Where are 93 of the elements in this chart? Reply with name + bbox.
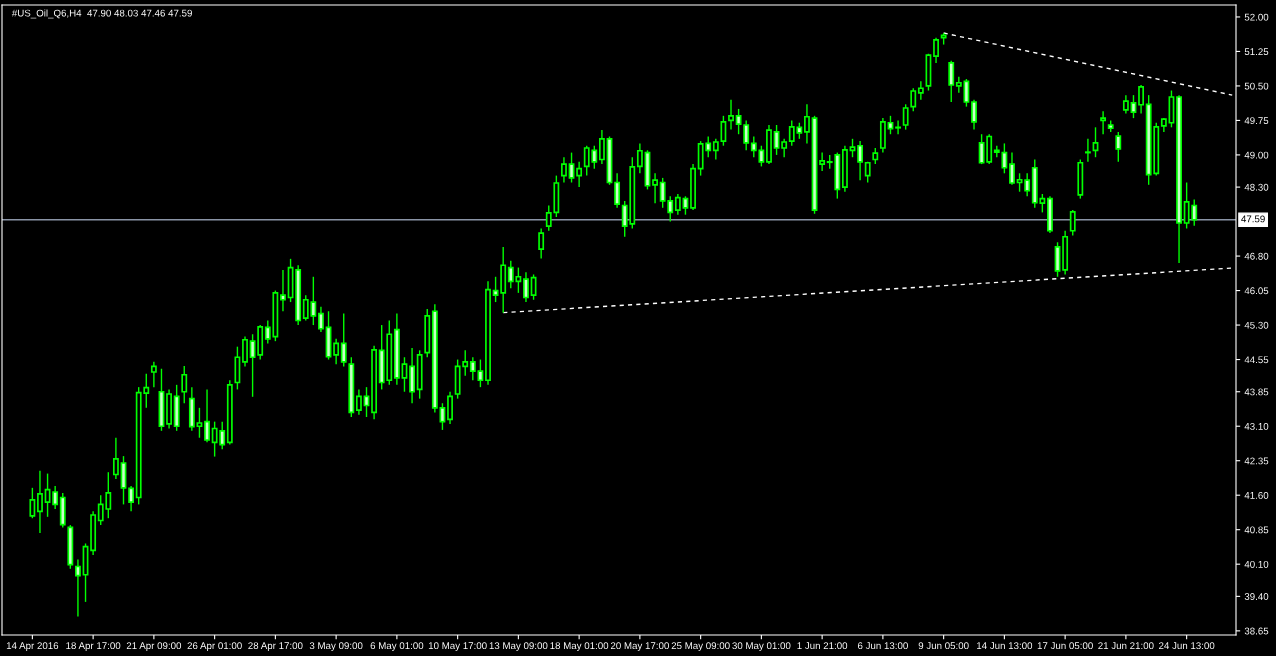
x-tick-label: 30 May 01:00: [732, 642, 791, 652]
x-tick-label: 14 Apr 2016: [6, 642, 59, 652]
x-tick-label: 3 May 09:00: [309, 642, 363, 652]
candlestick: [933, 36, 939, 64]
x-tick-label: 6 Jun 13:00: [857, 642, 908, 650]
x-tick-label: 10 May 17:00: [428, 642, 487, 652]
candlestick: [204, 388, 210, 444]
candlestick: [318, 305, 324, 333]
y-tick-label: 43.10: [1244, 422, 1269, 430]
y-tick-label: 51.25: [1244, 48, 1269, 56]
candlestick: [333, 338, 340, 365]
x-tick-label: 21 Apr 09:00: [126, 642, 182, 652]
candlestick: [561, 156, 567, 184]
y-tick-label: 43.85: [1244, 388, 1269, 396]
x-tick-label: 20 May 17:00: [610, 642, 669, 652]
y-tick-label: 49.75: [1244, 117, 1269, 125]
candlestick: [1122, 94, 1129, 115]
candlestick: [181, 365, 188, 404]
candlestick: [1092, 126, 1099, 158]
candlestick: [523, 271, 529, 303]
candlestick: [52, 485, 59, 510]
y-tick-label: 39.40: [1244, 593, 1269, 600]
x-tick-label: 1 Jun 21:00: [797, 642, 848, 650]
x-tick-label: 18 May 01:00: [550, 642, 609, 652]
candlestick: [128, 485, 135, 512]
candlestick: [781, 138, 788, 158]
candlestick: [196, 407, 203, 439]
y-tick-label: 49.00: [1244, 151, 1269, 159]
y-tick-label: 38.65: [1244, 627, 1269, 635]
y-tick-label: 48.30: [1244, 183, 1269, 191]
y-tick-label: 40.10: [1244, 560, 1269, 568]
candlestick: [682, 195, 689, 216]
candlestick: [538, 227, 545, 260]
candlestick: [948, 59, 955, 103]
candlestick: [447, 391, 453, 425]
candlestick: [75, 558, 81, 618]
ref-line-label: 47.59: [1241, 215, 1265, 223]
candlestick: [37, 470, 43, 534]
x-tick-label: 24 Jun 13:00: [1159, 642, 1215, 650]
x-tick-label: 6 May 01:00: [370, 642, 424, 652]
y-tick-label: 44.55: [1244, 356, 1269, 364]
candlestick: [971, 99, 977, 131]
candlestick: [917, 80, 924, 101]
candlestick: [242, 335, 248, 368]
candlestick: [902, 103, 909, 131]
chart-title: #US_Oil_Q6,H4 47.90 48.03 47.46 47.59: [11, 9, 192, 19]
y-tick-label: 46.80: [1244, 252, 1269, 260]
candlestick: [1009, 151, 1015, 186]
candlestick: [728, 99, 734, 131]
candlestick: [29, 487, 36, 519]
candlestick: [887, 115, 894, 135]
candlestick: [614, 172, 621, 209]
x-tick-label: 9 Jun 05:00: [918, 642, 969, 650]
y-tick-label: 46.05: [1244, 287, 1269, 295]
y-tick-label: 52.00: [1244, 13, 1269, 21]
candlestick: [1115, 131, 1122, 163]
candlestick: [340, 312, 347, 368]
y-tick-label: 42.35: [1244, 457, 1269, 465]
x-tick-label: 17 Jun 05:00: [1037, 642, 1093, 650]
candlestick: [849, 138, 856, 158]
candlestick: [1084, 138, 1091, 163]
x-tick-label: 13 May 09:00: [489, 642, 548, 652]
candlestick: [1130, 94, 1137, 119]
y-tick-label: 50.50: [1244, 82, 1269, 90]
candlestick: [112, 437, 119, 480]
candlestick: [895, 119, 901, 135]
candlestick: [598, 129, 605, 165]
candlestick: [636, 142, 643, 175]
candlestick: [819, 151, 826, 172]
x-tick-label: 18 Apr 17:00: [66, 642, 121, 652]
candlestick: [910, 87, 917, 112]
candlestick: [857, 140, 864, 181]
candlestick: [1024, 172, 1031, 197]
y-tick-label: 41.60: [1244, 491, 1269, 499]
candlestick: [804, 103, 810, 145]
candlestick: [1069, 209, 1076, 237]
x-tick-label: 21 Jun 21:00: [1098, 642, 1154, 650]
y-tick-label: 40.85: [1244, 526, 1269, 534]
candlestick: [568, 151, 575, 184]
y-tick-label: 45.30: [1244, 321, 1269, 329]
x-tick-label: 14 Jun 13:00: [977, 642, 1033, 650]
candlestick: [652, 172, 658, 204]
candlestick: [150, 361, 157, 388]
candlestick: [280, 269, 286, 312]
x-tick-label: 26 Apr 01:00: [187, 642, 242, 652]
x-tick-label: 25 May 09:00: [671, 642, 730, 652]
candlestick: [1100, 110, 1107, 135]
candlestick: [401, 356, 408, 393]
candlestick: [674, 193, 681, 216]
candlestick: [355, 388, 362, 416]
candlestick: [1138, 84, 1145, 115]
x-tick-label: 28 Apr 17:00: [248, 642, 303, 652]
candlestick: [576, 161, 583, 188]
